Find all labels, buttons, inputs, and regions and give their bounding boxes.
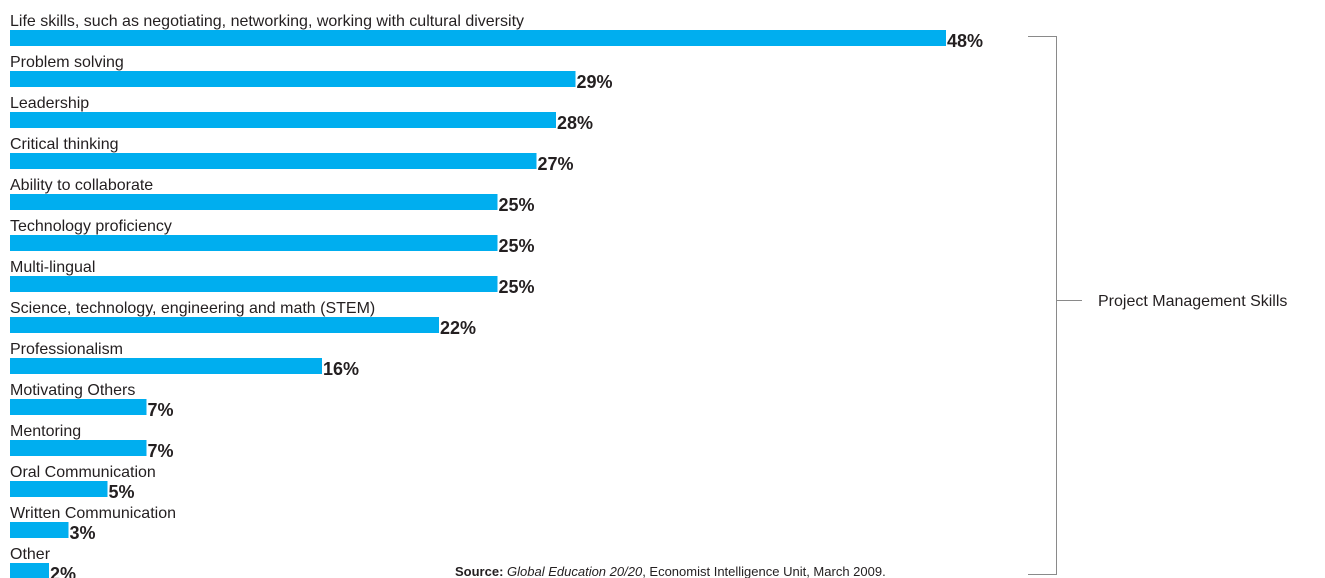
category-label: Oral Communication	[10, 464, 156, 481]
category-label: Written Communication	[10, 505, 176, 522]
bracket-label: Project Management Skills	[1098, 293, 1287, 310]
category-label: Science, technology, engineering and mat…	[10, 300, 375, 317]
value-label: 25%	[499, 236, 535, 256]
value-label: 29%	[577, 72, 613, 92]
category-label: Motivating Others	[10, 382, 135, 399]
category-label: Critical thinking	[10, 136, 118, 153]
bar	[10, 522, 69, 538]
bar	[10, 153, 537, 169]
category-label: Mentoring	[10, 423, 81, 440]
bracket	[1028, 37, 1082, 575]
value-label: 48%	[947, 31, 983, 51]
value-label: 2%	[50, 564, 76, 578]
bar	[10, 317, 439, 333]
category-label: Professionalism	[10, 341, 123, 358]
value-label: 3%	[70, 523, 96, 543]
source-title: Global Education 20/20	[507, 564, 643, 578]
category-label: Problem solving	[10, 54, 124, 71]
source-note: Source: Global Education 20/20, Economis…	[455, 564, 886, 578]
bar	[10, 563, 49, 578]
bars-layer: Life skills, such as negotiating, networ…	[10, 13, 983, 578]
source-rest: , Economist Intelligence Unit, March 200…	[642, 564, 886, 578]
source-prefix: Source:	[455, 564, 503, 578]
bar	[10, 440, 147, 456]
bar	[10, 30, 946, 46]
category-label: Multi-lingual	[10, 259, 95, 276]
bar	[10, 399, 147, 415]
bar	[10, 358, 322, 374]
value-label: 22%	[440, 318, 476, 338]
bar	[10, 276, 498, 292]
value-label: 5%	[109, 482, 135, 502]
value-label: 16%	[323, 359, 359, 379]
value-label: 7%	[148, 441, 174, 461]
category-label: Life skills, such as negotiating, networ…	[10, 13, 524, 30]
category-label: Ability to collaborate	[10, 177, 153, 194]
value-label: 25%	[499, 195, 535, 215]
value-label: 27%	[538, 154, 574, 174]
value-label: 25%	[499, 277, 535, 297]
bar	[10, 71, 576, 87]
bar	[10, 194, 498, 210]
category-label: Leadership	[10, 95, 89, 112]
bar	[10, 481, 108, 497]
category-label: Technology proficiency	[10, 218, 172, 235]
bar	[10, 235, 498, 251]
bar	[10, 112, 556, 128]
value-label: 7%	[148, 400, 174, 420]
value-label: 28%	[557, 113, 593, 133]
category-label: Other	[10, 546, 51, 563]
